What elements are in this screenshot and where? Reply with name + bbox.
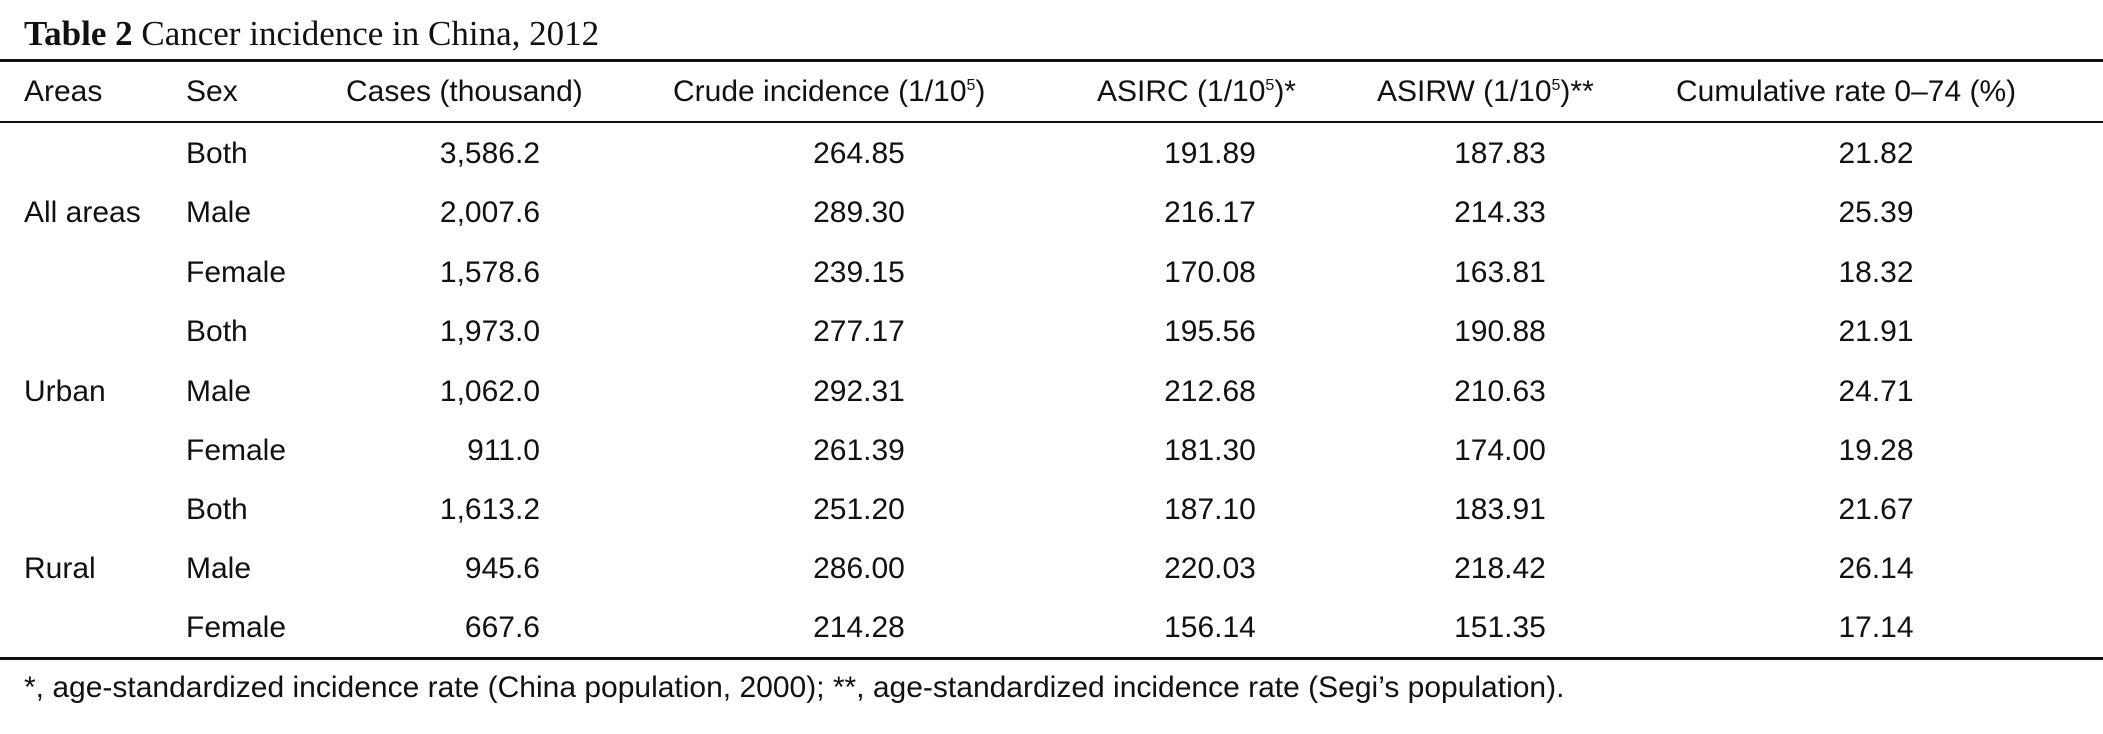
row-2-crude: 239.15	[813, 256, 905, 289]
row-8-crude: 214.28	[813, 611, 905, 644]
row-0-cumulative: 21.82	[1838, 137, 1914, 170]
header-cumulative-rate: Cumulative rate 0–74 (%)	[1676, 75, 2017, 108]
header-asirc: ASIRC (1/105)*	[1097, 75, 1296, 108]
table-footnote: *, age-standardized incidence rate (Chin…	[24, 671, 1565, 704]
table-caption-label: Table 2	[24, 14, 133, 53]
row-1-asirc: 216.17	[1164, 196, 1256, 229]
row-8-asirw: 151.35	[1454, 611, 1546, 644]
row-3-asirc: 195.56	[1164, 315, 1256, 348]
row-7-asirc: 220.03	[1164, 552, 1256, 585]
area-label-urban: Urban	[24, 375, 106, 408]
row-0-asirc: 191.89	[1164, 137, 1256, 170]
area-label-rural: Rural	[24, 552, 96, 585]
row-8-sex: Female	[186, 611, 287, 644]
header-asirw: ASIRW (1/105)**	[1377, 75, 1594, 108]
row-7-crude: 286.00	[813, 552, 905, 585]
table-caption: Table 2 Cancer incidence in China, 2012	[24, 6, 599, 62]
top-rule	[0, 59, 2103, 62]
row-6-sex: Both	[186, 493, 248, 526]
row-4-asirw: 210.63	[1454, 375, 1546, 408]
row-8-asirc: 156.14	[1164, 611, 1256, 644]
row-2-asirw: 163.81	[1454, 256, 1546, 289]
row-6-asirc: 187.10	[1164, 493, 1256, 526]
header-areas: Areas	[24, 75, 103, 108]
row-6-crude: 251.20	[813, 493, 905, 526]
row-3-cases: 1,973.0	[439, 315, 540, 348]
row-8-cumulative: 17.14	[1838, 611, 1914, 644]
row-7-cases: 945.6	[464, 552, 540, 585]
row-1-sex: Male	[186, 196, 252, 229]
row-5-crude: 261.39	[813, 434, 905, 467]
row-5-cumulative: 19.28	[1838, 434, 1914, 467]
row-8-cases: 667.6	[464, 611, 540, 644]
row-2-cumulative: 18.32	[1838, 256, 1914, 289]
row-3-crude: 277.17	[813, 315, 905, 348]
row-6-cumulative: 21.67	[1838, 493, 1914, 526]
row-7-asirw: 218.42	[1454, 552, 1546, 585]
row-0-sex: Both	[186, 137, 248, 170]
header-rule	[0, 121, 2103, 123]
row-4-sex: Male	[186, 375, 252, 408]
header-crude-incidence: Crude incidence (1/105)	[673, 75, 986, 108]
row-5-cases: 911.0	[467, 434, 540, 467]
header-sex: Sex	[186, 75, 238, 108]
row-7-cumulative: 26.14	[1838, 552, 1914, 585]
bottom-rule	[0, 657, 2103, 660]
table-caption-text: Cancer incidence in China, 2012	[141, 14, 600, 53]
row-4-cumulative: 24.71	[1838, 375, 1914, 408]
row-0-crude: 264.85	[813, 137, 905, 170]
row-2-asirc: 170.08	[1164, 256, 1256, 289]
row-4-cases: 1,062.0	[439, 375, 540, 408]
row-6-asirw: 183.91	[1454, 493, 1546, 526]
row-0-cases: 3,586.2	[439, 137, 540, 170]
row-0-asirw: 187.83	[1454, 137, 1546, 170]
row-4-asirc: 212.68	[1164, 375, 1256, 408]
row-5-asirc: 181.30	[1164, 434, 1256, 467]
row-3-cumulative: 21.91	[1838, 315, 1914, 348]
row-5-sex: Female	[186, 434, 287, 467]
row-7-sex: Male	[186, 552, 252, 585]
row-4-crude: 292.31	[813, 375, 905, 408]
row-6-cases: 1,613.2	[439, 493, 540, 526]
row-5-asirw: 174.00	[1454, 434, 1546, 467]
row-1-asirw: 214.33	[1454, 196, 1546, 229]
area-label-all: All areas	[24, 196, 141, 229]
row-2-sex: Female	[186, 256, 287, 289]
row-1-cumulative: 25.39	[1838, 196, 1914, 229]
header-cases: Cases (thousand)	[346, 75, 583, 108]
row-2-cases: 1,578.6	[439, 256, 540, 289]
row-3-asirw: 190.88	[1454, 315, 1546, 348]
row-1-cases: 2,007.6	[439, 196, 540, 229]
row-1-crude: 289.30	[813, 196, 905, 229]
row-3-sex: Both	[186, 315, 248, 348]
